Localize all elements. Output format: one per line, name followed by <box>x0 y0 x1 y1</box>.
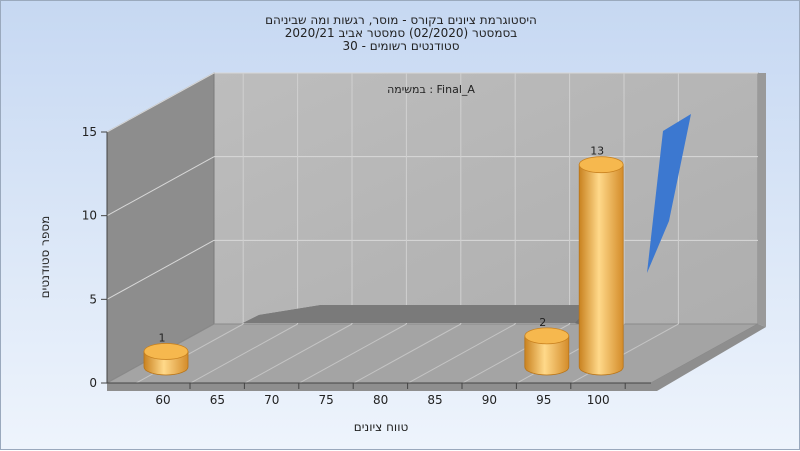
bar-cap-100 <box>578 156 624 174</box>
gray-ribbon-top <box>227 305 591 331</box>
chart-title-line-2: בסמסטר (02/2020) סמסטר אביב 2020/21 <box>284 26 518 40</box>
bars-layer: 1 2 13 <box>143 145 624 376</box>
plot-right-face <box>758 73 766 327</box>
y-axis-label: מספר סטודנטים <box>38 216 52 299</box>
bar-value-label-95: 2 <box>539 316 546 329</box>
chart-subtitle: במשימה : Final_A <box>387 83 475 96</box>
x-tick-label-75: 75 <box>319 393 334 407</box>
floor-line-65 <box>190 323 298 384</box>
bar-body-100 <box>578 164 624 376</box>
x-tick-label-90: 90 <box>482 393 497 407</box>
x-tick-label-60: 60 <box>155 393 170 407</box>
bar-cap-60 <box>143 343 189 360</box>
x-tick-label-70: 70 <box>264 393 279 407</box>
floor-line-85 <box>407 323 516 384</box>
x-axis: 60 65 70 75 80 85 90 95 100 <box>107 382 651 407</box>
x-tick-label-65: 65 <box>210 393 225 407</box>
blue-ribbon <box>647 114 691 273</box>
floor-line-70 <box>244 323 353 384</box>
bar-cap-95 <box>524 327 570 345</box>
bar-100: 13 <box>578 145 624 376</box>
floor-line-75 <box>299 323 407 384</box>
bar-value-label-60: 1 <box>159 331 166 344</box>
x-tick-label-100: 100 <box>587 393 610 407</box>
grid-line-left-5 <box>106 239 215 300</box>
bar-value-label-100: 13 <box>590 145 604 158</box>
chart-title-line-3: סטודנטים רשומים - 30 <box>342 39 460 53</box>
bar-body-95 <box>524 335 570 376</box>
grid-line-left-15 <box>106 72 215 133</box>
y-tick-label-5: 5 <box>89 292 97 306</box>
y-tick-label-10: 10 <box>82 209 97 223</box>
x-tick-label-95: 95 <box>536 393 551 407</box>
floor-line-80 <box>353 323 462 384</box>
x-tick-label-85: 85 <box>427 393 442 407</box>
y-axis: 0 5 10 15 <box>82 125 108 390</box>
plot-floor-edge <box>107 324 766 391</box>
x-tick-label-80: 80 <box>373 393 388 407</box>
bar-95: 2 <box>524 316 570 376</box>
plot-back-wall <box>213 72 759 325</box>
plot-floor <box>106 323 759 384</box>
y-tick-label-0: 0 <box>89 376 97 390</box>
chart-title-line-1: היסטוגרמת ציונים בקורס - מוסר, רגשות ומה… <box>265 13 537 27</box>
x-axis-label: טווח ציונים <box>354 420 409 434</box>
bar-60: 1 <box>143 331 189 376</box>
grid-line-left-10 <box>106 156 215 217</box>
y-tick-label-15: 15 <box>82 125 97 139</box>
